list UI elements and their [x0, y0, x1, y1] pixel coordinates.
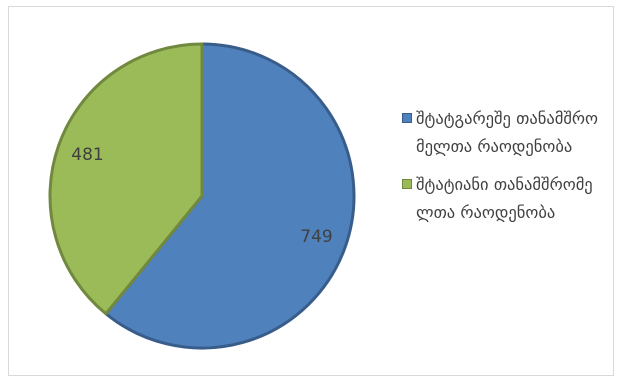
legend-entry-staff: შტატიანი თანამშრომელთა რაოდენობა	[402, 171, 617, 227]
data-label-outsourced: 749	[300, 227, 332, 247]
data-label-staff: 481	[71, 145, 103, 165]
pie-chart: 749 481	[48, 42, 356, 350]
chart-area: 749 481 შტატგარეშე თანამშრომელთა რაოდენობ…	[8, 6, 614, 376]
legend-swatch-outsourced	[402, 113, 412, 123]
legend: შტატგარეშე თანამშრომელთა რაოდენობა შტატი…	[402, 105, 617, 237]
legend-label-outsourced: შტატგარეშე თანამშრომელთა რაოდენობა	[416, 109, 599, 156]
legend-label-staff: შტატიანი თანამშრომელთა რაოდენობა	[416, 175, 593, 222]
legend-entry-outsourced: შტატგარეშე თანამშრომელთა რაოდენობა	[402, 105, 617, 161]
pie-slice-outsourced	[104, 42, 356, 350]
legend-swatch-staff	[402, 179, 412, 189]
pie-slice-staff	[48, 42, 204, 316]
